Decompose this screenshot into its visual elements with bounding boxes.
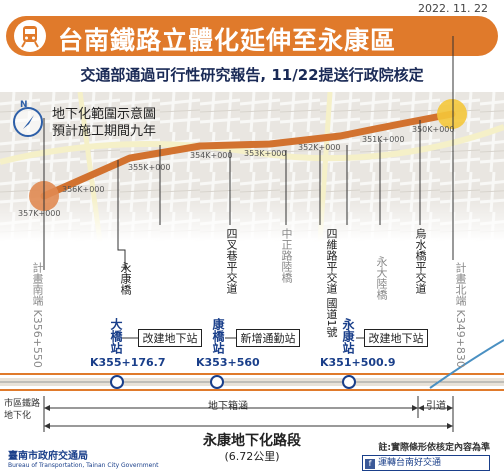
agency-name: 臺南市政府交通局 <box>8 451 88 462</box>
legend-line-2: 預計施工期間九年 <box>52 124 157 139</box>
siwei-crossing-label: 四維路平交道 國道1號 <box>325 228 338 338</box>
section-name: 永康地下化路段 <box>203 433 301 449</box>
page-subtitle: 交通部通過可行性研究報告, 11/22提送行政院核定 <box>80 66 424 84</box>
zhongzheng-overpass-label: 中正路陸橋 <box>280 228 293 283</box>
station-marker-icon <box>342 375 356 389</box>
agency-logo: 臺南市政府交通局 Bureau of Transportation, Taina… <box>8 447 158 469</box>
facebook-icon: f <box>365 459 375 469</box>
train-icon <box>14 20 46 52</box>
map-km-label: 354K+000 <box>190 151 233 160</box>
map-km-label: 353K+000 <box>244 149 287 158</box>
station-yongkang-name: 永康站 <box>341 318 355 354</box>
date: 2022. 11. 22 <box>418 2 488 15</box>
station-marker-icon <box>110 375 124 389</box>
station-daqiao-name: 大橋站 <box>109 318 123 354</box>
sichagong-crossing-label: 四叉巷平交道 <box>225 228 238 294</box>
route-map: 357K+000 356K+000 355K+000 354K+000 353K… <box>0 92 504 242</box>
map-legend: 地下化範圍示意圖 預計施工期間九年 <box>52 106 156 140</box>
plan-north-end: 計畫北端 K349+830 <box>454 262 467 368</box>
station-daqiao-action: 改建地下站 <box>138 329 202 347</box>
station-kangqiao-km: K353+560 <box>196 356 260 369</box>
map-km-label: 350K+000 <box>412 125 455 134</box>
yongda-overpass-label: 永大陸橋 <box>375 256 388 300</box>
title-banner: 台南鐵路立體化延伸至永康區 <box>6 16 498 56</box>
map-km-label: 355K+000 <box>128 163 171 172</box>
plan-south-end: 計畫南端 K356+550 <box>31 262 44 368</box>
page-title: 台南鐵路立體化延伸至永康區 <box>58 26 397 55</box>
legend-line-1: 地下化範圍示意圖 <box>52 107 157 122</box>
station-marker-icon <box>210 375 224 389</box>
facebook-page-badge[interactable]: f 運轉台南好交通 <box>362 455 490 471</box>
station-yongkang-action: 改建地下站 <box>364 329 428 347</box>
map-km-label: 352K+000 <box>298 143 341 152</box>
station-daqiao-km: K355+176.7 <box>90 356 166 369</box>
station-kangqiao-name: 康橋站 <box>211 318 225 354</box>
wushuiqiao-crossing-label: 烏水橋平交道 <box>414 228 427 294</box>
map-km-label: 356K+000 <box>62 185 105 194</box>
tunnel-label: 地下箱涵 <box>208 401 248 412</box>
agency-name-en: Bureau of Transportation, Tainan City Go… <box>8 462 159 469</box>
station-kangqiao-action: 新增通勤站 <box>236 329 300 347</box>
map-km-label: 357K+000 <box>18 209 61 218</box>
yongkang-bridge-label: 永康橋 <box>119 262 132 295</box>
approach-label: 引道 <box>426 401 446 412</box>
section-length: (6.72公里) <box>224 450 280 463</box>
footnote: 註:實際條形依核定內容為準 <box>378 443 490 453</box>
compass-icon <box>13 107 43 137</box>
north-arrow-icon: N <box>20 100 28 110</box>
map-km-label: 351K+000 <box>362 135 405 144</box>
urban-rail-underground-label: 市區鐵路地下化 <box>4 399 41 421</box>
station-yongkang-km: K351+500.9 <box>320 356 396 369</box>
facebook-page-name: 運轉台南好交通 <box>378 458 442 468</box>
